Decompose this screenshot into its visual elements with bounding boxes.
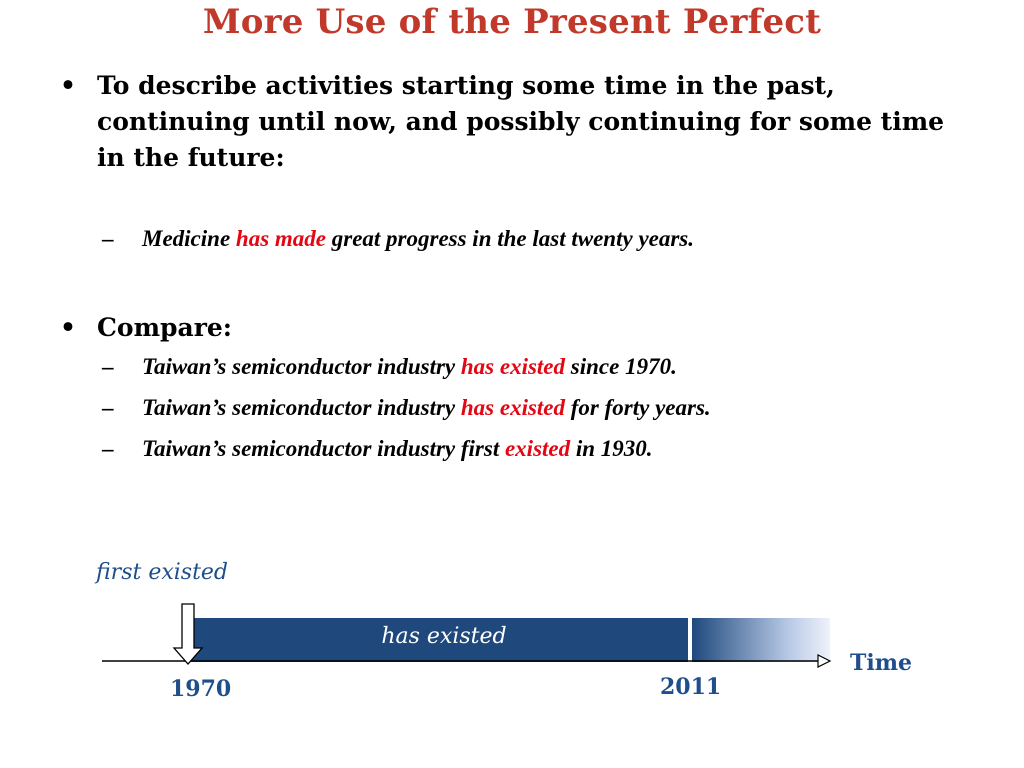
example-text: in 1930. [570, 436, 653, 461]
dash-marker: – [102, 436, 114, 461]
compare-item-text: Taiwan’s semiconductor industry has exis… [142, 395, 711, 420]
example-text: great progress in the last twenty years. [326, 226, 695, 251]
timeline-fade [692, 618, 830, 662]
first-existed-label: first existed [96, 560, 229, 585]
end-year-label: 2011 [660, 674, 722, 700]
bullet-describe: • To describe activities starting some t… [60, 68, 980, 176]
example-text: Medicine [142, 226, 236, 251]
example-text: Taiwan’s semiconductor industry first [142, 436, 505, 461]
dash-marker: – [102, 354, 114, 379]
slide-title: More Use of the Present Perfect [202, 2, 822, 42]
example-text: since 1970. [565, 354, 677, 379]
compare-item-text: Taiwan’s semiconductor industry has exis… [142, 354, 677, 379]
example-text: Taiwan’s semiconductor industry [142, 354, 461, 379]
axis-arrow-icon [817, 654, 832, 668]
highlight-verb: has made [235, 226, 326, 251]
down-arrow-icon [172, 603, 204, 665]
dash-marker: – [102, 226, 114, 251]
compare-item-text: Taiwan’s semiconductor industry first ex… [142, 436, 653, 461]
highlight-verb: has existed [460, 354, 566, 379]
highlight-verb: has existed [460, 395, 566, 420]
compare-item-2: – Taiwan’s semiconductor industry has ex… [102, 395, 711, 421]
bullet-compare: • Compare: [60, 310, 232, 346]
example-text: Taiwan’s semiconductor industry [142, 395, 461, 420]
compare-item-3: – Taiwan’s semiconductor industry first … [102, 436, 653, 462]
bullet-dot: • [60, 71, 76, 100]
example-medicine-text: Medicine has made great progress in the … [142, 226, 694, 251]
timeline-bar [190, 618, 688, 662]
bullet-compare-text: Compare: [97, 313, 233, 342]
example-text: for forty years. [565, 395, 711, 420]
compare-item-1: – Taiwan’s semiconductor industry has ex… [102, 354, 677, 380]
dash-marker: – [102, 395, 114, 420]
bullet-dot: • [60, 313, 76, 342]
has-existed-label: has existed [381, 624, 507, 649]
time-axis-label: Time [850, 650, 913, 676]
bullet-describe-text: To describe activities starting some tim… [97, 71, 945, 172]
highlight-verb: existed [504, 436, 571, 461]
example-medicine: – Medicine has made great progress in th… [102, 226, 694, 252]
start-year-label: 1970 [170, 676, 232, 702]
